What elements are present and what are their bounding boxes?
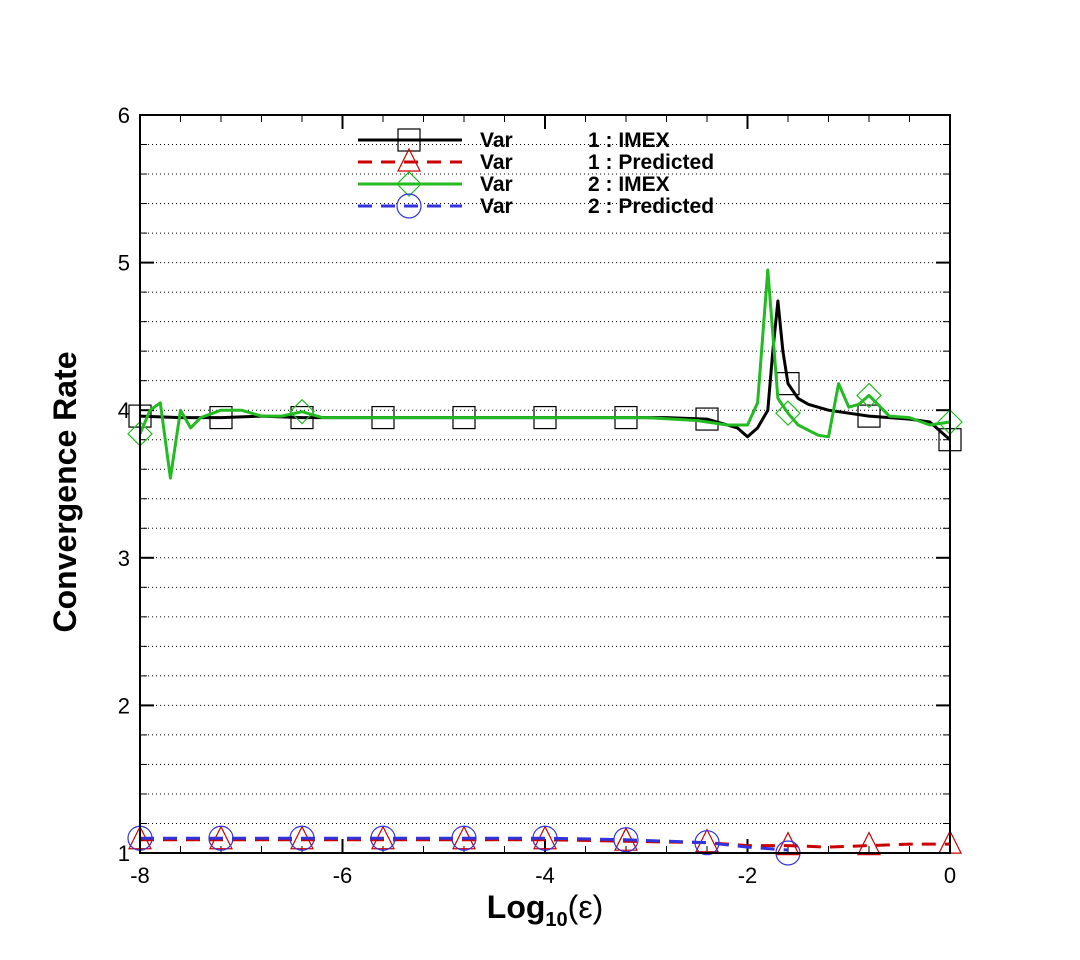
x-tick-label: -2 bbox=[738, 863, 758, 888]
y-tick-label: 2 bbox=[118, 693, 130, 718]
y-tick-label: 1 bbox=[118, 841, 130, 866]
x-tick-label: -6 bbox=[333, 863, 353, 888]
y-axis-title: Convergence Rate bbox=[47, 352, 83, 633]
legend-series-name: Var bbox=[480, 195, 513, 218]
legend-series-label: 2 : IMEX bbox=[588, 173, 670, 196]
x-tick-label: -8 bbox=[130, 863, 150, 888]
legend-series-label: 1 : Predicted bbox=[588, 151, 714, 174]
legend-series-name: Var bbox=[480, 151, 513, 174]
legend-entry-4: Var 2 : Predicted bbox=[358, 194, 714, 218]
series-line bbox=[140, 270, 950, 478]
legend-series-name: Var bbox=[480, 129, 513, 152]
y-tick-labels: 1 2 3 4 5 6 bbox=[118, 103, 130, 866]
legend-swatch-marker bbox=[398, 149, 420, 171]
x-tick-labels: -8 -6 -4 -2 0 bbox=[130, 863, 956, 888]
y-tick-label: 6 bbox=[118, 103, 130, 128]
legend-entry-2: Var 1 : Predicted bbox=[358, 149, 714, 174]
legend-entry-3: Var 2 : IMEX bbox=[358, 172, 670, 196]
x-axis-title: Log10(ε) bbox=[487, 889, 603, 931]
plot-frame bbox=[140, 115, 950, 853]
x-axis-title-argument: (ε) bbox=[568, 889, 604, 925]
x-axis-title-base: Log bbox=[487, 889, 546, 925]
series-1 bbox=[129, 301, 961, 451]
data-series bbox=[128, 270, 962, 865]
y-tick-label: 3 bbox=[118, 546, 130, 571]
x-axis-title-subscript: 10 bbox=[545, 909, 567, 931]
legend-entry-1: Var 1 : IMEX bbox=[358, 129, 670, 152]
y-tick-label: 5 bbox=[118, 251, 130, 276]
legend-series-label: 1 : IMEX bbox=[588, 129, 670, 152]
legend-series-label: 2 : Predicted bbox=[588, 195, 714, 218]
y-tick-label: 4 bbox=[118, 398, 130, 423]
gridlines bbox=[140, 145, 950, 824]
x-tick-label: 0 bbox=[944, 863, 956, 888]
series-3 bbox=[128, 270, 962, 478]
axis-ticks bbox=[140, 115, 950, 853]
legend-series-name: Var bbox=[480, 173, 513, 196]
x-tick-label: -4 bbox=[535, 863, 555, 888]
